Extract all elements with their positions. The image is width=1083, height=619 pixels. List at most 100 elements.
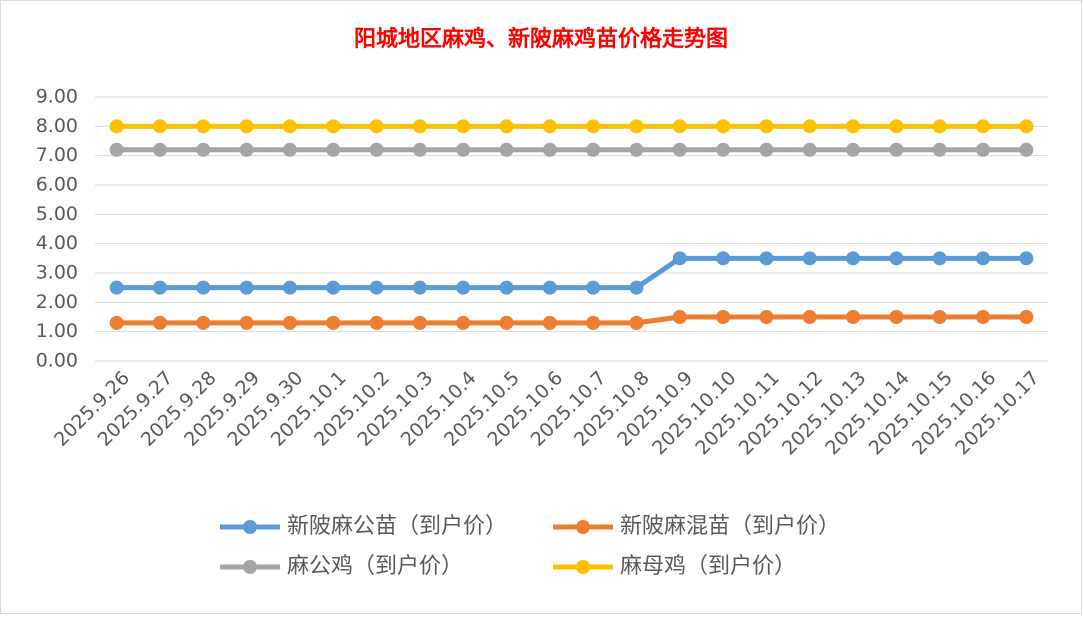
y-tick-label: 4.00 (36, 232, 78, 254)
point (672, 142, 687, 157)
point (412, 119, 427, 134)
legend-label: 新陂麻公苗（到户价） (287, 514, 507, 539)
point (282, 119, 297, 134)
point (802, 251, 817, 266)
point (152, 315, 167, 330)
legend-marker (243, 520, 257, 534)
point (586, 315, 601, 330)
point (456, 119, 471, 134)
point (716, 142, 731, 157)
point (326, 119, 341, 134)
point (456, 142, 471, 157)
point (542, 142, 557, 157)
point (629, 315, 644, 330)
point (412, 280, 427, 295)
point (196, 315, 211, 330)
point (369, 280, 384, 295)
point (889, 251, 904, 266)
point (369, 119, 384, 134)
point (326, 315, 341, 330)
point (672, 251, 687, 266)
chart-title: 阳城地区麻鸡、新陂麻鸡苗价格走势图 (354, 26, 728, 52)
point (109, 119, 124, 134)
point (369, 142, 384, 157)
point (932, 310, 947, 324)
point (846, 119, 861, 134)
legend-marker (243, 560, 257, 574)
point (932, 142, 947, 157)
point (109, 280, 124, 295)
point (629, 119, 644, 134)
point (499, 119, 514, 134)
series-line (116, 255, 1027, 291)
point (932, 251, 947, 266)
point (932, 119, 947, 134)
legend-marker (576, 560, 590, 574)
legend-label: 麻公鸡（到户价） (287, 554, 463, 579)
point (976, 119, 991, 134)
legend-label: 新陂麻混苗（到户价） (620, 514, 840, 539)
point (369, 315, 384, 330)
point (239, 119, 254, 134)
point (152, 119, 167, 134)
point (456, 280, 471, 295)
point (456, 315, 471, 330)
point (326, 142, 341, 157)
y-tick-label: 7.00 (36, 144, 78, 166)
point (282, 142, 297, 157)
legend-marker (576, 520, 590, 534)
y-tick-label: 1.00 (36, 320, 78, 342)
point (196, 119, 211, 134)
point (629, 280, 644, 295)
point (976, 251, 991, 266)
y-tick-label: 2.00 (36, 291, 78, 313)
point (716, 119, 731, 134)
point (499, 142, 514, 157)
point (976, 142, 991, 157)
point (542, 280, 557, 295)
point (759, 119, 774, 134)
y-tick-label: 9.00 (36, 86, 78, 108)
point (716, 251, 731, 266)
point (672, 119, 687, 134)
point (586, 142, 601, 157)
point (802, 310, 817, 324)
point (802, 142, 817, 157)
point (499, 315, 514, 330)
point (499, 280, 514, 295)
point (542, 119, 557, 134)
legend-label: 麻母鸡（到户价） (620, 554, 796, 579)
point (196, 142, 211, 157)
point (672, 310, 687, 324)
point (716, 310, 731, 324)
point (759, 251, 774, 266)
point (196, 280, 211, 295)
point (326, 280, 341, 295)
point (109, 315, 124, 330)
point (282, 280, 297, 295)
point (976, 310, 991, 324)
point (586, 119, 601, 134)
point (759, 142, 774, 157)
point (239, 280, 254, 295)
point (282, 315, 297, 330)
point (759, 310, 774, 324)
point (846, 142, 861, 157)
point (152, 142, 167, 157)
point (846, 251, 861, 266)
point (412, 142, 427, 157)
y-tick-label: 6.00 (36, 174, 78, 196)
point (1019, 119, 1034, 134)
y-tick-label: 5.00 (36, 203, 78, 225)
point (629, 142, 644, 157)
point (109, 142, 124, 157)
point (889, 142, 904, 157)
point (586, 280, 601, 295)
point (239, 315, 254, 330)
series-line (116, 314, 1027, 326)
point (1019, 251, 1034, 266)
point (1019, 142, 1034, 157)
point (802, 119, 817, 134)
point (412, 315, 427, 330)
